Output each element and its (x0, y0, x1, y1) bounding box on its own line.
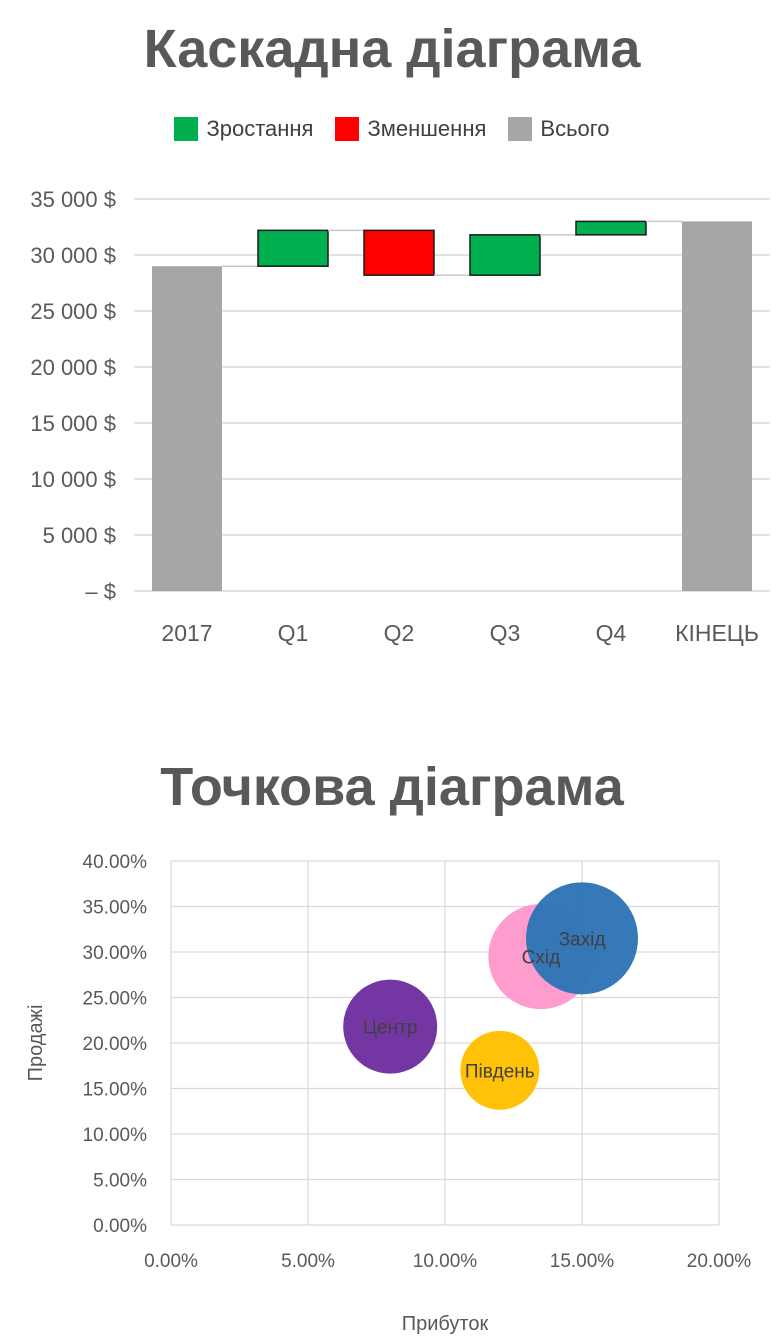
bubble-x-tick-label: 5.00% (281, 1251, 335, 1272)
waterfall-bar-increase (257, 229, 329, 267)
waterfall-y-tick-label: 5 000 $ (43, 523, 116, 548)
legend-swatch-decrease (335, 117, 360, 141)
legend-swatch-increase (174, 117, 199, 141)
bubble-point (526, 882, 638, 995)
bubble-point (343, 979, 438, 1074)
bubble-x-tick-label: 15.00% (550, 1251, 615, 1272)
bubble-point (488, 904, 594, 1010)
bubble-y-tick-label: 40.00% (83, 852, 148, 873)
waterfall-x-tick-label: Q2 (384, 620, 415, 646)
waterfall-y-tick-label: 10 000 $ (30, 467, 116, 492)
bubble-y-tick-label: 5.00% (93, 1171, 147, 1192)
waterfall-bar-increase (469, 234, 541, 276)
waterfall-x-tick-label: 2017 (161, 620, 212, 646)
bubble-x-tick-label: 20.00% (687, 1251, 752, 1272)
bubble-data-label: Захід (559, 929, 606, 950)
legend-label-total: Всього (540, 116, 610, 141)
bubble-y-tick-label: 10.00% (83, 1125, 148, 1146)
waterfall-chart: – $ 5 000 $ 10 000 $ 15 000 $ 20 000 $ 25 000… (30, 187, 770, 646)
waterfall-bar-total (682, 221, 752, 591)
legend-item-decrease: Зменшення (335, 116, 486, 142)
bubble-data-label: Схід (522, 948, 561, 969)
waterfall-bar-decrease (363, 229, 435, 276)
bubble-y-tick-label: 15.00% (83, 1080, 148, 1101)
legend-item-total: Всього (508, 116, 610, 142)
legend-label-decrease: Зменшення (367, 116, 487, 141)
legend-item-increase: Зростання (174, 116, 313, 142)
bubble-x-tick-label: 10.00% (413, 1251, 478, 1272)
bubble-x-axis-label: Прибуток (402, 1313, 489, 1335)
bubble-y-tick-label: 25.00% (83, 989, 148, 1010)
legend-swatch-total (508, 117, 533, 141)
waterfall-y-tick-label: 35 000 $ (30, 187, 116, 212)
waterfall-y-tick-label: – $ (85, 579, 116, 604)
bubble-y-tick-label: 20.00% (83, 1034, 148, 1055)
waterfall-x-tick-label: Q1 (278, 620, 309, 646)
bubble-point (460, 1030, 540, 1110)
bubble-x-tick-label: 0.00% (144, 1251, 198, 1272)
waterfall-bar-total (152, 266, 222, 591)
legend-label-increase: Зростання (206, 116, 314, 141)
waterfall-x-tick-label: Q3 (490, 620, 521, 646)
bubble-y-tick-label: 30.00% (83, 943, 148, 964)
bubble-y-axis-label: Продажі (25, 1005, 47, 1082)
bubble-data-label: Центр (363, 1018, 417, 1039)
waterfall-bar-increase (575, 220, 647, 236)
waterfall-x-tick-label: КІНЕЦЬ (675, 620, 759, 646)
waterfall-legend: Зростання Зменшення Всього (0, 116, 784, 142)
waterfall-y-tick-label: 15 000 $ (30, 411, 116, 436)
waterfall-x-tick-label: Q4 (596, 620, 627, 646)
scatter-chart-title: Точкова діаграма (160, 757, 624, 817)
waterfall-y-tick-label: 20 000 $ (30, 355, 116, 380)
waterfall-y-tick-label: 25 000 $ (30, 299, 116, 324)
bubble-y-tick-label: 35.00% (83, 898, 148, 919)
waterfall-chart-title: Каскадна діаграма (143, 19, 641, 79)
bubble-y-tick-label: 0.00% (93, 1216, 147, 1237)
waterfall-y-tick-label: 30 000 $ (30, 243, 116, 268)
bubble-data-label: Південь (465, 1061, 535, 1082)
